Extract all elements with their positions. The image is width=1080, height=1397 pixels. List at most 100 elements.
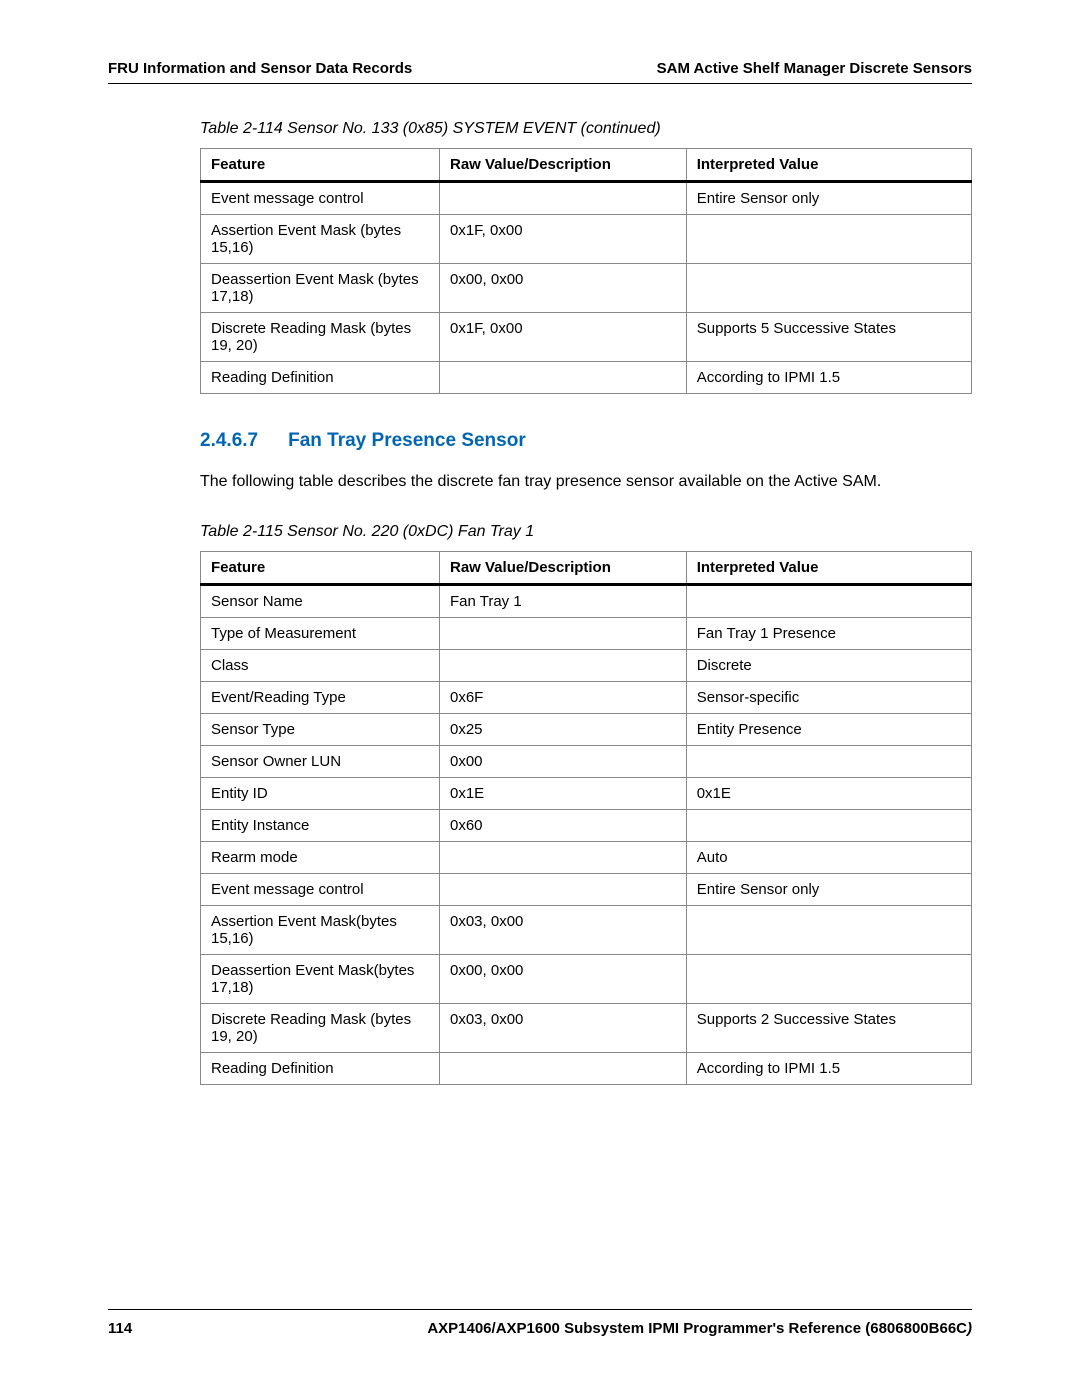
table2-cell: Fan Tray 1 Presence bbox=[686, 617, 971, 649]
section-number: 2.4.6.7 bbox=[200, 430, 258, 452]
table2-row: Sensor Type0x25Entity Presence bbox=[201, 713, 972, 745]
section-heading: 2.4.6.7 Fan Tray Presence Sensor bbox=[200, 430, 972, 452]
table2-row: Rearm mode Auto bbox=[201, 841, 972, 873]
table2: Feature Raw Value/Description Interprete… bbox=[200, 551, 972, 1085]
footer-row: 114 AXP1406/AXP1600 Subsystem IPMI Progr… bbox=[108, 1320, 972, 1337]
table1-header-row: Feature Raw Value/Description Interprete… bbox=[201, 149, 972, 182]
table2-cell bbox=[440, 1052, 687, 1084]
table2-cell bbox=[440, 649, 687, 681]
table2-row: Sensor Owner LUN0x00 bbox=[201, 745, 972, 777]
table1-cell bbox=[686, 215, 971, 264]
table2-cell: 0x00, 0x00 bbox=[440, 954, 687, 1003]
footer-page-number: 114 bbox=[108, 1320, 132, 1337]
table1-cell: Supports 5 Successive States bbox=[686, 313, 971, 362]
table2-col-raw: Raw Value/Description bbox=[440, 551, 687, 584]
table2-cell: Supports 2 Successive States bbox=[686, 1003, 971, 1052]
table2-cell: 0x03, 0x00 bbox=[440, 905, 687, 954]
table2-cell: Fan Tray 1 bbox=[440, 584, 687, 617]
table1: Feature Raw Value/Description Interprete… bbox=[200, 148, 972, 394]
table1-cell bbox=[440, 362, 687, 394]
table2-cell bbox=[686, 809, 971, 841]
table2-cell bbox=[686, 745, 971, 777]
footer-doc-main: AXP1406/AXP1600 Subsystem IPMI Programme… bbox=[427, 1320, 967, 1337]
table2-cell bbox=[686, 954, 971, 1003]
table1-cell bbox=[440, 182, 687, 215]
table2-cell: Sensor Owner LUN bbox=[201, 745, 440, 777]
table2-header-row: Feature Raw Value/Description Interprete… bbox=[201, 551, 972, 584]
table2-cell bbox=[686, 905, 971, 954]
table2-cell: Assertion Event Mask(bytes 15,16) bbox=[201, 905, 440, 954]
table2-cell bbox=[440, 841, 687, 873]
section-title: Fan Tray Presence Sensor bbox=[288, 430, 526, 452]
table2-row: Event/Reading Type0x6FSensor-specific bbox=[201, 681, 972, 713]
table2-row: Reading Definition According to IPMI 1.5 bbox=[201, 1052, 972, 1084]
table2-cell: Deassertion Event Mask(bytes 17,18) bbox=[201, 954, 440, 1003]
table2-cell: 0x25 bbox=[440, 713, 687, 745]
table2-cell: Sensor Type bbox=[201, 713, 440, 745]
table2-row: Class Discrete bbox=[201, 649, 972, 681]
table2-cell: Reading Definition bbox=[201, 1052, 440, 1084]
table2-caption: Table 2-115 Sensor No. 220 (0xDC) Fan Tr… bbox=[200, 523, 972, 541]
table2-cell: Rearm mode bbox=[201, 841, 440, 873]
table2-cell bbox=[440, 873, 687, 905]
table1-col-interp: Interpreted Value bbox=[686, 149, 971, 182]
content: Table 2-114 Sensor No. 133 (0x85) SYSTEM… bbox=[200, 120, 972, 1085]
table2-col-interp: Interpreted Value bbox=[686, 551, 971, 584]
table2-cell: Class bbox=[201, 649, 440, 681]
table2-row: Entity Instance0x60 bbox=[201, 809, 972, 841]
table2-cell: 0x03, 0x00 bbox=[440, 1003, 687, 1052]
table2-cell: Entity ID bbox=[201, 777, 440, 809]
table1-row: Reading Definition According to IPMI 1.5 bbox=[201, 362, 972, 394]
footer-doc-title: AXP1406/AXP1600 Subsystem IPMI Programme… bbox=[427, 1320, 972, 1337]
table1-cell: Discrete Reading Mask (bytes 19, 20) bbox=[201, 313, 440, 362]
table2-cell: Discrete Reading Mask (bytes 19, 20) bbox=[201, 1003, 440, 1052]
page: FRU Information and Sensor Data Records … bbox=[0, 0, 1080, 1397]
table2-cell: 0x6F bbox=[440, 681, 687, 713]
table2-row: Entity ID0x1E0x1E bbox=[201, 777, 972, 809]
table2-row: Assertion Event Mask(bytes 15,16)0x03, 0… bbox=[201, 905, 972, 954]
table1-cell: 0x1F, 0x00 bbox=[440, 215, 687, 264]
table2-cell: Auto bbox=[686, 841, 971, 873]
header-left: FRU Information and Sensor Data Records bbox=[108, 60, 412, 77]
section-intro: The following table describes the discre… bbox=[200, 470, 972, 495]
table2-cell: 0x00 bbox=[440, 745, 687, 777]
table1-cell: 0x1F, 0x00 bbox=[440, 313, 687, 362]
table2-cell: Event/Reading Type bbox=[201, 681, 440, 713]
footer-rule bbox=[108, 1309, 972, 1310]
table2-cell: Event message control bbox=[201, 873, 440, 905]
section-body: The following table describes the discre… bbox=[200, 470, 972, 1085]
table1-cell: Event message control bbox=[201, 182, 440, 215]
table2-cell: Entity Instance bbox=[201, 809, 440, 841]
table1-cell: Deassertion Event Mask (bytes 17,18) bbox=[201, 264, 440, 313]
page-header: FRU Information and Sensor Data Records … bbox=[108, 60, 972, 77]
header-right: SAM Active Shelf Manager Discrete Sensor… bbox=[657, 60, 972, 77]
table1-col-raw: Raw Value/Description bbox=[440, 149, 687, 182]
table1-row: Event message controlEntire Sensor only bbox=[201, 182, 972, 215]
header-rule bbox=[108, 83, 972, 84]
footer-doc-close: ) bbox=[967, 1320, 972, 1337]
table1-cell: 0x00, 0x00 bbox=[440, 264, 687, 313]
table2-cell: Entire Sensor only bbox=[686, 873, 971, 905]
table1-cell bbox=[686, 264, 971, 313]
table2-body: Sensor NameFan Tray 1Type of Measurement… bbox=[201, 584, 972, 1084]
table2-cell: Type of Measurement bbox=[201, 617, 440, 649]
table2-cell: 0x1E bbox=[440, 777, 687, 809]
table2-row: Type of Measurement Fan Tray 1 Presence bbox=[201, 617, 972, 649]
table1-row: Assertion Event Mask (bytes 15,16)0x1F, … bbox=[201, 215, 972, 264]
table1-cell: Assertion Event Mask (bytes 15,16) bbox=[201, 215, 440, 264]
table1-body: Event message controlEntire Sensor onlyA… bbox=[201, 182, 972, 394]
table2-row: Event message control Entire Sensor only bbox=[201, 873, 972, 905]
table2-cell: Entity Presence bbox=[686, 713, 971, 745]
table2-cell: According to IPMI 1.5 bbox=[686, 1052, 971, 1084]
table1-cell: According to IPMI 1.5 bbox=[686, 362, 971, 394]
table2-cell bbox=[686, 584, 971, 617]
table1-col-feature: Feature bbox=[201, 149, 440, 182]
page-footer: 114 AXP1406/AXP1600 Subsystem IPMI Progr… bbox=[108, 1309, 972, 1337]
table2-cell: 0x60 bbox=[440, 809, 687, 841]
table1-cell: Reading Definition bbox=[201, 362, 440, 394]
table2-cell: 0x1E bbox=[686, 777, 971, 809]
table2-cell: Sensor-specific bbox=[686, 681, 971, 713]
table1-row: Deassertion Event Mask (bytes 17,18)0x00… bbox=[201, 264, 972, 313]
table2-cell: Discrete bbox=[686, 649, 971, 681]
table2-col-feature: Feature bbox=[201, 551, 440, 584]
